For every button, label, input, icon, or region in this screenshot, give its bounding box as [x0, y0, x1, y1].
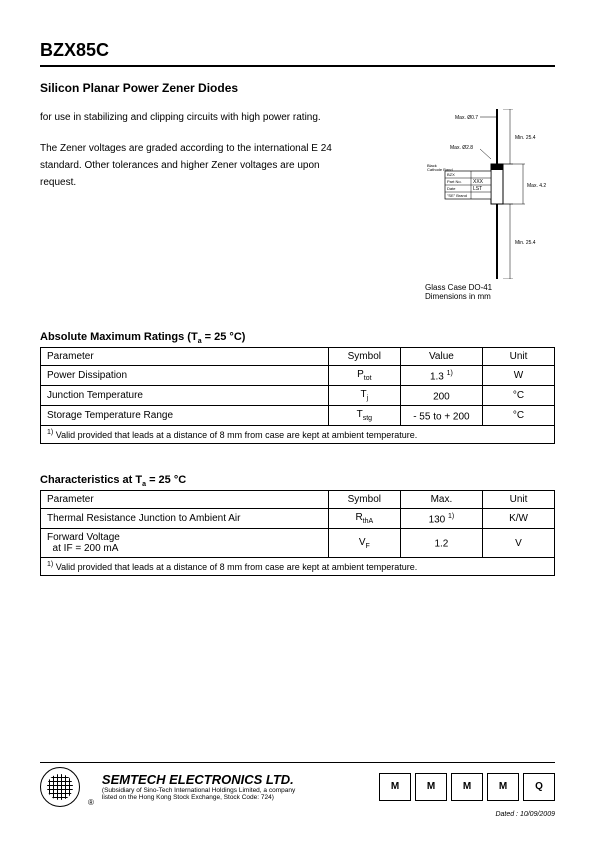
intro-paragraph-1: for use in stabilizing and clipping circ… [40, 109, 340, 126]
cell-symbol: Tstg [328, 406, 400, 426]
table-row: Thermal Resistance Junction to Ambient A… [41, 509, 555, 529]
abs-max-title: Absolute Maximum Ratings (Ta = 25 °C) [40, 331, 555, 345]
page-footer: ® SEMTECH ELECTRONICS LTD. (Subsidiary o… [40, 762, 555, 818]
cell-unit: V [483, 529, 555, 558]
footer-row: ® SEMTECH ELECTRONICS LTD. (Subsidiary o… [40, 767, 555, 807]
col-header-max: Max. [400, 491, 482, 509]
col-header-unit: Unit [483, 491, 555, 509]
company-sub-2: listed on the Hong Kong Stock Exchange, … [102, 794, 295, 801]
cell-symbol: VF [328, 529, 400, 558]
intro-text: for use in stabilizing and clipping circ… [40, 109, 340, 301]
abs-max-title-prefix: Absolute Maximum Ratings (T [40, 331, 198, 343]
svg-text:Part No.: Part No. [447, 179, 462, 184]
intro-row: for use in stabilizing and clipping circ… [40, 109, 555, 301]
header-rule [40, 65, 555, 67]
svg-text:LST: LST [473, 186, 482, 192]
cell-value: 130 1) [400, 509, 482, 529]
characteristics-table: Parameter Symbol Max. Unit Thermal Resis… [40, 490, 555, 576]
cell-unit: W [483, 366, 555, 386]
char-title-prefix: Characteristics at T [40, 474, 142, 486]
company-block: SEMTECH ELECTRONICS LTD. (Subsidiary of … [102, 773, 295, 802]
part-number: BZX85C [40, 40, 555, 61]
diagram-caption-l2: Dimensions in mm [425, 292, 491, 301]
svg-text:BZX: BZX [447, 172, 455, 177]
intro-paragraph-2: The Zener voltages are graded according … [40, 140, 340, 191]
col-header-parameter: Parameter [41, 491, 329, 509]
cert-badge-icon: M [487, 773, 519, 801]
col-header-value: Value [400, 348, 482, 366]
registered-mark: ® [88, 798, 94, 807]
svg-text:Max. 4.2: Max. 4.2 [527, 183, 546, 189]
cell-param: Storage Temperature Range [41, 406, 329, 426]
company-sub-1: (Subsidiary of Sino-Tech International H… [102, 787, 295, 794]
cell-param: Power Dissipation [41, 366, 329, 386]
table-row: Parameter Symbol Value Unit [41, 348, 555, 366]
svg-text:Date: Date [447, 186, 456, 191]
company-name: SEMTECH ELECTRONICS LTD. [102, 773, 295, 787]
svg-text:Max. Ø2.8: Max. Ø2.8 [450, 145, 473, 151]
svg-text:"SE" Brand: "SE" Brand [447, 193, 467, 198]
cert-badges: M M M M Q [379, 773, 555, 801]
dated-label: Dated : 10/09/2009 [40, 811, 555, 818]
cert-badge-icon: Q [523, 773, 555, 801]
svg-text:XXX: XXX [473, 179, 484, 185]
table-row: Parameter Symbol Max. Unit [41, 491, 555, 509]
subtitle: Silicon Planar Power Zener Diodes [40, 81, 555, 95]
cell-unit: °C [483, 406, 555, 426]
cell-param: Junction Temperature [41, 386, 329, 406]
diagram-caption: Glass Case DO-41 Dimensions in mm [425, 283, 555, 301]
cell-param: Thermal Resistance Junction to Ambient A… [41, 509, 329, 529]
svg-text:Min. 25.4: Min. 25.4 [515, 135, 536, 141]
table-footnote: 1) Valid provided that leads at a distan… [41, 558, 555, 576]
table-row: Junction Temperature Tj 200 °C [41, 386, 555, 406]
cell-value: 1.2 [400, 529, 482, 558]
characteristics-title: Characteristics at Ta = 25 °C [40, 474, 555, 488]
cell-value: 1.3 1) [400, 366, 482, 386]
cell-unit: K/W [483, 509, 555, 529]
cell-value: - 55 to + 200 [400, 406, 482, 426]
cell-symbol: Ptot [328, 366, 400, 386]
cell-symbol: RthA [328, 509, 400, 529]
svg-text:Max. Ø0.7: Max. Ø0.7 [455, 115, 478, 121]
cell-unit: °C [483, 386, 555, 406]
svg-text:Min. 25.4: Min. 25.4 [515, 240, 536, 246]
company-logo-icon [40, 767, 80, 807]
char-title-suffix: = 25 °C [146, 474, 186, 486]
col-header-unit: Unit [483, 348, 555, 366]
diagram-caption-l1: Glass Case DO-41 [425, 283, 492, 292]
cell-param: Forward Voltage at IF = 200 mA [41, 529, 329, 558]
abs-max-title-suffix: = 25 °C) [202, 331, 246, 343]
cert-badge-icon: M [451, 773, 483, 801]
table-row: Forward Voltage at IF = 200 mA VF 1.2 V [41, 529, 555, 558]
cert-badge-icon: M [379, 773, 411, 801]
cert-badge-icon: M [415, 773, 447, 801]
cell-symbol: Tj [328, 386, 400, 406]
col-header-symbol: Symbol [328, 491, 400, 509]
package-diagram: BZX Part No. Date "SE" Brand XXX LST Max… [360, 109, 555, 301]
table-row: Storage Temperature Range Tstg - 55 to +… [41, 406, 555, 426]
cell-value: 200 [400, 386, 482, 406]
abs-max-table: Parameter Symbol Value Unit Power Dissip… [40, 347, 555, 444]
table-row: Power Dissipation Ptot 1.3 1) W [41, 366, 555, 386]
table-footnote: 1) Valid provided that leads at a distan… [41, 426, 555, 444]
col-header-symbol: Symbol [328, 348, 400, 366]
footer-rule [40, 762, 555, 763]
svg-text:Cathode Band: Cathode Band [427, 167, 453, 172]
package-outline-svg: BZX Part No. Date "SE" Brand XXX LST Max… [425, 109, 555, 279]
col-header-parameter: Parameter [41, 348, 329, 366]
